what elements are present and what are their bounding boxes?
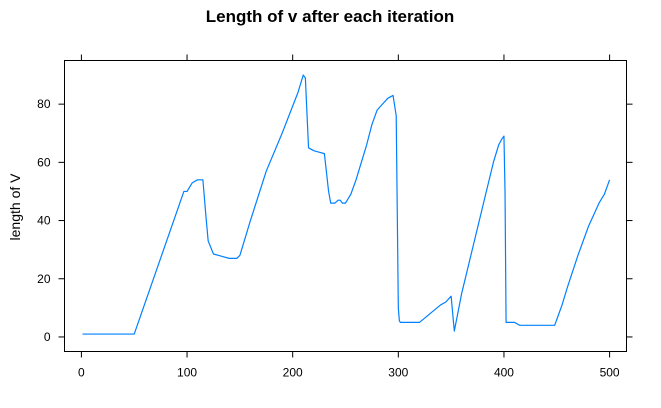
series-group (82, 74, 611, 335)
x-tick-label: 300 (388, 366, 408, 380)
y-tick-label: 40 (37, 214, 51, 228)
plot-frame (64, 60, 627, 352)
x-axis-ticks (80, 54, 611, 358)
y-axis-tick-labels: 0 20 40 60 80 (37, 97, 51, 344)
x-tick-label: 0 (78, 366, 85, 380)
y-tick-label: 80 (37, 97, 51, 111)
y-tick-label: 60 (37, 155, 51, 169)
y-axis-ticks (58, 103, 633, 338)
x-tick-label: 500 (600, 366, 620, 380)
chart-title: Length of v after each iteration (206, 7, 454, 26)
y-tick-label: 20 (37, 272, 51, 286)
x-axis-tick-labels: 0 100 200 300 400 500 (78, 366, 620, 380)
y-axis-label: length of V (7, 173, 23, 241)
x-tick-label: 400 (494, 366, 514, 380)
x-tick-label: 100 (177, 366, 197, 380)
x-tick-label: 200 (283, 366, 303, 380)
series-line-0 (82, 74, 611, 335)
y-tick-label: 0 (44, 330, 51, 344)
